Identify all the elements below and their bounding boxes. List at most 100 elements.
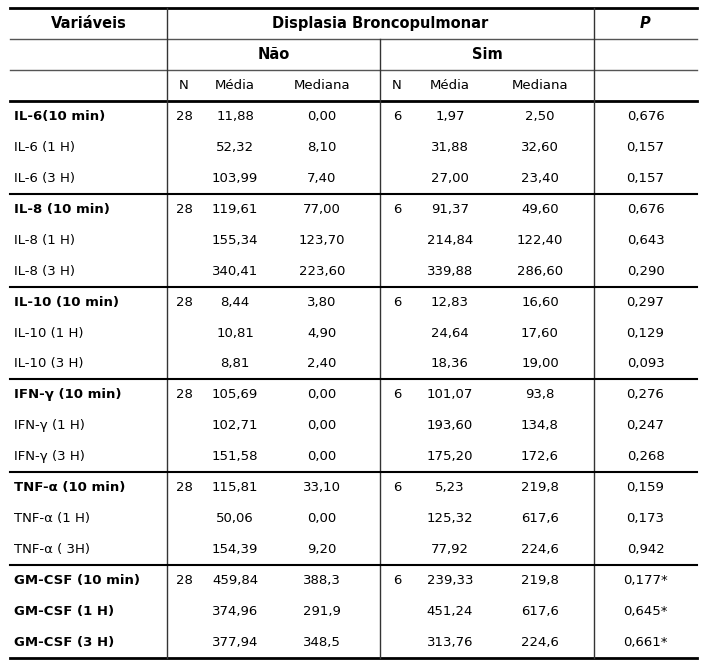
Text: Mediana: Mediana (293, 79, 350, 92)
Text: Não: Não (257, 47, 290, 62)
Text: 101,07: 101,07 (427, 388, 473, 402)
Text: 0,00: 0,00 (308, 420, 337, 432)
Text: 23,40: 23,40 (521, 172, 559, 184)
Text: 155,34: 155,34 (212, 234, 258, 246)
Text: 115,81: 115,81 (212, 482, 258, 494)
Text: 451,24: 451,24 (427, 605, 473, 618)
Text: 77,00: 77,00 (303, 202, 341, 216)
Text: TNF-α ( 3H): TNF-α ( 3H) (14, 543, 90, 556)
Text: 348,5: 348,5 (303, 636, 341, 649)
Text: 28: 28 (175, 574, 192, 587)
Text: 7,40: 7,40 (308, 172, 337, 184)
Text: 374,96: 374,96 (212, 605, 258, 618)
Text: 459,84: 459,84 (212, 574, 258, 587)
Text: TNF-α (1 H): TNF-α (1 H) (14, 512, 90, 525)
Text: IL-6 (1 H): IL-6 (1 H) (14, 141, 75, 154)
Text: N: N (179, 79, 189, 92)
Text: 8,44: 8,44 (221, 296, 250, 308)
Text: IFN-γ (1 H): IFN-γ (1 H) (14, 420, 85, 432)
Text: 0,129: 0,129 (626, 326, 665, 340)
Text: 340,41: 340,41 (212, 264, 258, 278)
Text: IL-6 (3 H): IL-6 (3 H) (14, 172, 75, 184)
Text: 0,645*: 0,645* (624, 605, 667, 618)
Text: 16,60: 16,60 (521, 296, 559, 308)
Text: Displasia Broncopulmonar: Displasia Broncopulmonar (272, 16, 489, 31)
Text: 0,093: 0,093 (626, 358, 665, 370)
Text: 6: 6 (393, 388, 401, 402)
Text: 0,268: 0,268 (626, 450, 665, 464)
Text: 49,60: 49,60 (521, 202, 559, 216)
Text: 8,10: 8,10 (308, 141, 337, 154)
Text: Sim: Sim (472, 47, 503, 62)
Text: 12,83: 12,83 (431, 296, 469, 308)
Text: 105,69: 105,69 (212, 388, 258, 402)
Text: IFN-γ (10 min): IFN-γ (10 min) (14, 388, 122, 402)
Text: Média: Média (430, 79, 470, 92)
Text: 9,20: 9,20 (308, 543, 337, 556)
Text: 103,99: 103,99 (212, 172, 258, 184)
Text: 224,6: 224,6 (521, 543, 559, 556)
Text: IFN-γ (3 H): IFN-γ (3 H) (14, 450, 85, 464)
Text: 3,80: 3,80 (308, 296, 337, 308)
Text: 32,60: 32,60 (521, 141, 559, 154)
Text: 50,06: 50,06 (216, 512, 254, 525)
Text: 8,81: 8,81 (221, 358, 250, 370)
Text: 28: 28 (175, 296, 192, 308)
Text: Média: Média (215, 79, 255, 92)
Text: 122,40: 122,40 (517, 234, 563, 246)
Text: 0,157: 0,157 (626, 141, 665, 154)
Text: N: N (392, 79, 402, 92)
Text: 0,00: 0,00 (308, 450, 337, 464)
Text: 154,39: 154,39 (212, 543, 258, 556)
Text: 0,00: 0,00 (308, 110, 337, 123)
Text: 125,32: 125,32 (427, 512, 473, 525)
Text: 0,290: 0,290 (626, 264, 665, 278)
Text: 239,33: 239,33 (427, 574, 473, 587)
Text: 77,92: 77,92 (431, 543, 469, 556)
Text: 0,643: 0,643 (626, 234, 665, 246)
Text: 93,8: 93,8 (525, 388, 555, 402)
Text: 617,6: 617,6 (521, 605, 559, 618)
Text: 19,00: 19,00 (521, 358, 559, 370)
Text: 388,3: 388,3 (303, 574, 341, 587)
Text: 223,60: 223,60 (299, 264, 345, 278)
Text: 6: 6 (393, 202, 401, 216)
Text: 31,88: 31,88 (431, 141, 469, 154)
Text: 123,70: 123,70 (299, 234, 345, 246)
Text: 339,88: 339,88 (427, 264, 473, 278)
Text: 5,23: 5,23 (436, 482, 464, 494)
Text: 214,84: 214,84 (427, 234, 473, 246)
Text: 0,247: 0,247 (626, 420, 665, 432)
Text: 24,64: 24,64 (431, 326, 469, 340)
Text: 0,297: 0,297 (626, 296, 665, 308)
Text: Variáveis: Variáveis (51, 16, 127, 31)
Text: GM-CSF (1 H): GM-CSF (1 H) (14, 605, 114, 618)
Text: 175,20: 175,20 (427, 450, 473, 464)
Text: 286,60: 286,60 (517, 264, 563, 278)
Text: 28: 28 (175, 110, 192, 123)
Text: 28: 28 (175, 388, 192, 402)
Text: 0,173: 0,173 (626, 512, 665, 525)
Text: 10,81: 10,81 (216, 326, 254, 340)
Text: 102,71: 102,71 (212, 420, 258, 432)
Text: 6: 6 (393, 296, 401, 308)
Text: 617,6: 617,6 (521, 512, 559, 525)
Text: IL-8 (10 min): IL-8 (10 min) (14, 202, 110, 216)
Text: P: P (640, 16, 651, 31)
Text: IL-10 (3 H): IL-10 (3 H) (14, 358, 83, 370)
Text: 224,6: 224,6 (521, 636, 559, 649)
Text: TNF-α (10 min): TNF-α (10 min) (14, 482, 125, 494)
Text: 0,276: 0,276 (626, 388, 665, 402)
Text: 11,88: 11,88 (216, 110, 254, 123)
Text: 18,36: 18,36 (431, 358, 469, 370)
Text: 0,942: 0,942 (626, 543, 665, 556)
Text: 28: 28 (175, 202, 192, 216)
Text: 0,661*: 0,661* (624, 636, 667, 649)
Text: 6: 6 (393, 110, 401, 123)
Text: 28: 28 (175, 482, 192, 494)
Text: 4,90: 4,90 (308, 326, 337, 340)
Text: 1,97: 1,97 (436, 110, 464, 123)
Text: 52,32: 52,32 (216, 141, 254, 154)
Text: GM-CSF (3 H): GM-CSF (3 H) (14, 636, 115, 649)
Text: 291,9: 291,9 (303, 605, 341, 618)
